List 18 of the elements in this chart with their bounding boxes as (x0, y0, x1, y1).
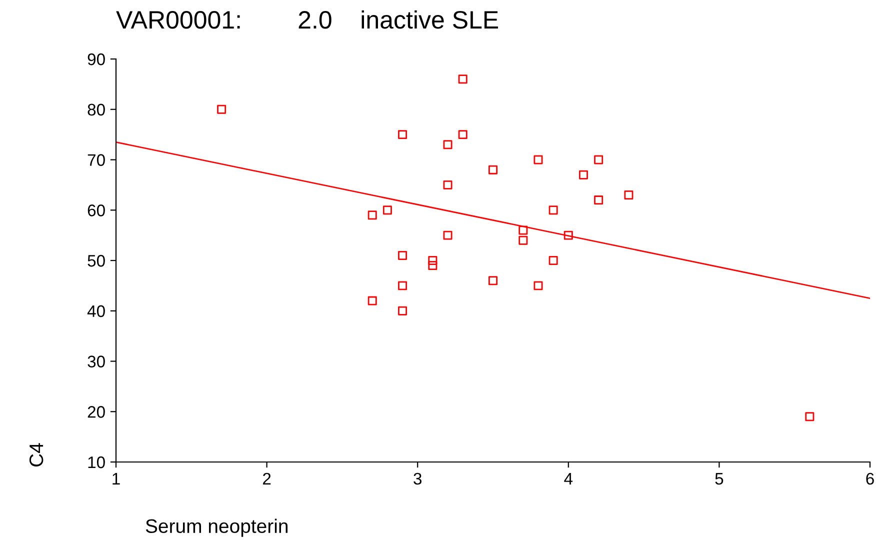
x-tick-label: 4 (564, 473, 573, 484)
x-tick-label: 2 (263, 472, 271, 484)
x-tick-label: 1 (112, 473, 120, 484)
chart-title: VAR00001: 2.0 inactive SLE (116, 10, 498, 29)
y-tick-label: 60 (88, 204, 105, 216)
y-tick-label: 10 (88, 456, 105, 468)
y-tick-label: 70 (88, 154, 105, 166)
y-tick-label: 40 (87, 305, 105, 318)
x-tick-label: 5 (715, 473, 724, 485)
x-tick-label: 6 (866, 472, 874, 485)
x-tick-label: 3 (414, 472, 422, 485)
y-tick-label: 30 (88, 356, 105, 368)
y-tick-label: 90 (88, 53, 105, 66)
y-tick-label: 20 (88, 406, 105, 418)
x-axis-title: Serum neopterin (146, 518, 288, 537)
y-tick-label: 80 (88, 104, 105, 116)
y-axis-title: C4 (29, 443, 44, 466)
y-tick-label: 50 (88, 254, 105, 267)
